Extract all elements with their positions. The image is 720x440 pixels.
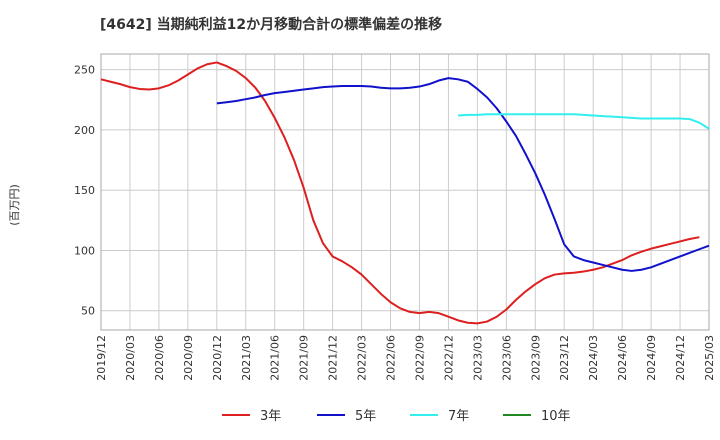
- y-axis-label: (百万円): [8, 184, 21, 226]
- legend-label: 7年: [448, 409, 469, 424]
- legend-label: 5年: [355, 409, 376, 424]
- x-tick-label: 2020/06: [153, 335, 166, 381]
- x-tick-label: 2020/12: [211, 335, 224, 381]
- series-layer: [100, 61, 710, 325]
- x-tick-label: 2021/12: [327, 335, 340, 381]
- legend-label: 10年: [541, 409, 571, 424]
- y-tick-label: 250: [74, 64, 95, 77]
- series-line-3: [458, 113, 710, 130]
- x-tick-label: 2023/03: [471, 335, 484, 381]
- y-tick-label: 200: [74, 124, 95, 137]
- x-tick-label: 2024/06: [616, 335, 629, 381]
- x-tick-label: 2021/03: [240, 335, 253, 381]
- x-tick-label: 2021/09: [298, 335, 311, 381]
- x-tick-label: 2025/03: [703, 335, 716, 381]
- x-tick-label: 2023/09: [529, 335, 542, 381]
- x-tick-label: 2020/03: [124, 335, 137, 381]
- y-tick-labels: 50 100 150 200 250: [74, 64, 95, 318]
- legend: 3年 5年 7年 10年: [222, 409, 571, 424]
- x-tick-label: 2022/03: [356, 335, 369, 381]
- x-tick-labels: 2019/12 2020/03 2020/06 2020/09 2020/12 2021/…: [95, 335, 716, 381]
- x-tick-label: 2024/09: [645, 335, 658, 381]
- y-tick-label: 50: [81, 305, 95, 318]
- x-tick-label: 2024/03: [587, 335, 600, 381]
- x-tick-label: 2023/12: [558, 335, 571, 381]
- legend-label: 3年: [260, 409, 281, 424]
- x-tick-label: 2020/09: [182, 335, 195, 381]
- y-tick-label: 100: [74, 244, 95, 257]
- chart-title: [4642] 当期純利益12か月移動合計の標準偏差の推移: [100, 16, 442, 33]
- series-line-2: [216, 77, 710, 272]
- x-tick-label: 2022/09: [413, 335, 426, 381]
- plot-frame: [100, 53, 710, 331]
- x-tick-label: 2022/12: [442, 335, 455, 381]
- x-tick-label: 2019/12: [95, 335, 108, 381]
- x-tick-label: 2022/06: [385, 335, 398, 381]
- x-tick-label: 2023/06: [500, 335, 513, 381]
- x-tick-label: 2021/06: [269, 335, 282, 381]
- grid-layer: [100, 54, 710, 330]
- x-tick-label: 2024/12: [674, 335, 687, 381]
- series-line-1: [100, 61, 700, 325]
- y-tick-label: 150: [74, 184, 95, 197]
